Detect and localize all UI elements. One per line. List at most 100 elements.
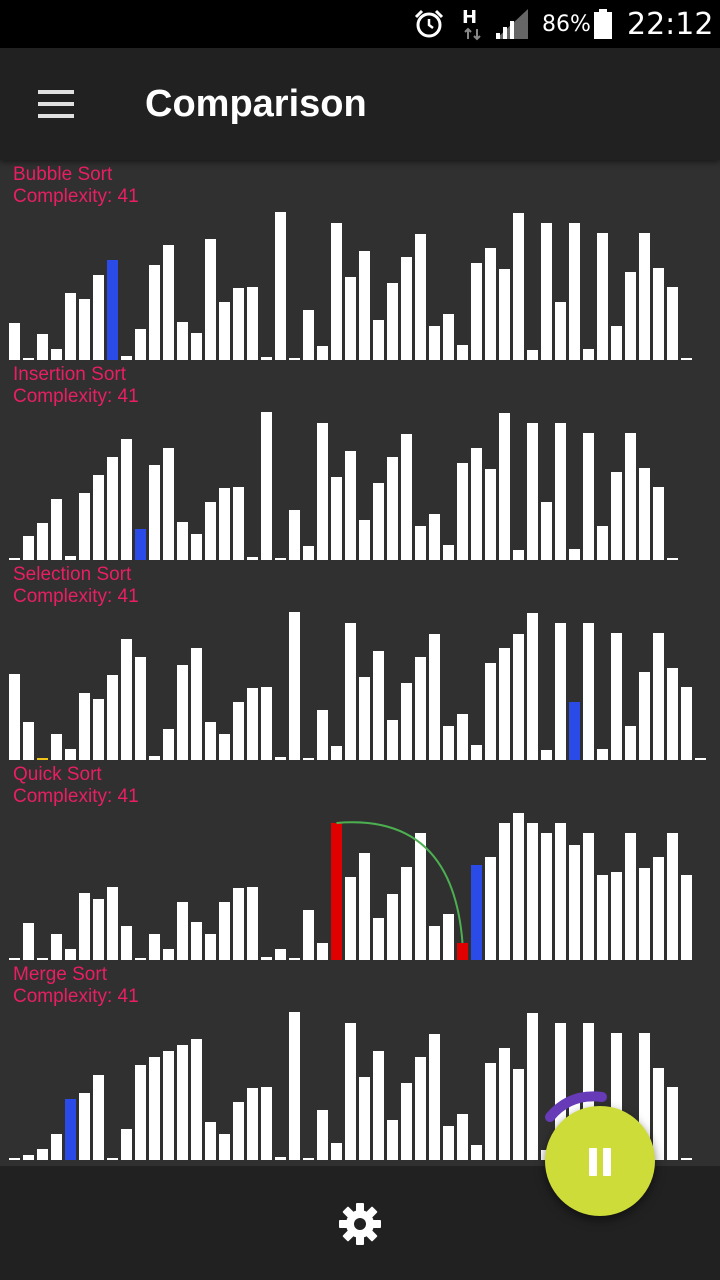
bar — [51, 734, 62, 760]
bar — [387, 457, 398, 560]
bar — [345, 1023, 356, 1160]
bar — [205, 239, 216, 360]
bar — [51, 1134, 62, 1160]
bar — [485, 857, 496, 960]
bar — [373, 651, 384, 760]
algorithm-name: Insertion Sort — [13, 364, 126, 385]
bar — [527, 350, 538, 360]
app-bar: Comparison — [0, 48, 720, 160]
bar — [569, 223, 580, 360]
bar — [205, 934, 216, 960]
bar — [51, 349, 62, 360]
bar — [415, 833, 426, 960]
bar — [79, 299, 90, 360]
bar — [93, 899, 104, 960]
bar — [9, 958, 20, 960]
bar — [9, 558, 20, 560]
hamburger-menu-icon[interactable] — [22, 82, 90, 126]
bar — [555, 302, 566, 360]
sort-panel-quick: Quick Sort Complexity: 41 — [0, 760, 720, 960]
bar — [373, 1051, 384, 1160]
bar — [289, 612, 300, 760]
bar — [611, 472, 622, 560]
bar — [443, 914, 454, 960]
bar — [233, 1102, 244, 1160]
bar — [93, 699, 104, 760]
bar — [471, 1145, 482, 1160]
gear-icon[interactable] — [334, 1198, 386, 1250]
bar — [373, 320, 384, 360]
bar — [121, 356, 132, 360]
bar — [317, 423, 328, 560]
bar-pivot — [331, 823, 342, 960]
bar — [681, 1158, 692, 1160]
bar — [611, 633, 622, 760]
bar — [275, 757, 286, 760]
bar — [331, 477, 342, 560]
bar — [555, 1023, 566, 1160]
bar-active — [107, 260, 118, 360]
bar — [513, 550, 524, 560]
bar — [191, 534, 202, 560]
bar — [9, 1158, 20, 1160]
bar — [667, 287, 678, 360]
sort-comparison-list: Bubble Sort Complexity: 41 Insertion Sor… — [0, 160, 720, 1166]
bar — [149, 756, 160, 760]
bar — [639, 233, 650, 360]
bar — [457, 463, 468, 560]
bar — [135, 657, 146, 760]
bar — [583, 623, 594, 760]
bar — [653, 268, 664, 360]
bar — [233, 702, 244, 760]
bar — [303, 546, 314, 560]
bar — [611, 872, 622, 960]
bar — [625, 433, 636, 560]
bar — [541, 502, 552, 560]
bar — [303, 758, 314, 760]
bar — [541, 833, 552, 960]
bar — [625, 272, 636, 360]
pause-button[interactable] — [545, 1106, 655, 1216]
network-type-text: H — [462, 6, 478, 28]
bar — [331, 746, 342, 760]
bar — [359, 520, 370, 560]
bar — [471, 745, 482, 760]
bar — [9, 323, 20, 360]
bar — [219, 1134, 230, 1160]
bar-active — [65, 1099, 76, 1160]
bar — [429, 634, 440, 760]
bar — [261, 1087, 272, 1160]
page-title: Comparison — [145, 83, 367, 125]
battery-icon — [592, 0, 614, 48]
bar — [387, 894, 398, 960]
bar — [485, 469, 496, 560]
bar — [401, 1083, 412, 1160]
bar — [205, 722, 216, 760]
bar — [625, 833, 636, 960]
bar — [457, 345, 468, 360]
bar — [681, 358, 692, 360]
algorithm-name: Quick Sort — [13, 764, 102, 785]
bar — [191, 1039, 202, 1160]
bar — [289, 958, 300, 960]
touch-ripple-icon — [545, 1091, 607, 1122]
bar — [513, 1069, 524, 1160]
bar — [37, 334, 48, 360]
bar — [163, 729, 174, 760]
bar — [373, 483, 384, 560]
bar — [247, 557, 258, 560]
bar — [233, 288, 244, 360]
bar — [205, 1122, 216, 1160]
bar — [485, 248, 496, 360]
bar — [345, 277, 356, 360]
bar — [163, 245, 174, 360]
bar — [289, 358, 300, 360]
bar — [23, 358, 34, 360]
bar — [331, 1143, 342, 1160]
bar — [359, 853, 370, 960]
bar — [303, 310, 314, 360]
bar — [555, 823, 566, 960]
bar — [471, 448, 482, 560]
bar — [219, 488, 230, 560]
bar — [583, 349, 594, 360]
